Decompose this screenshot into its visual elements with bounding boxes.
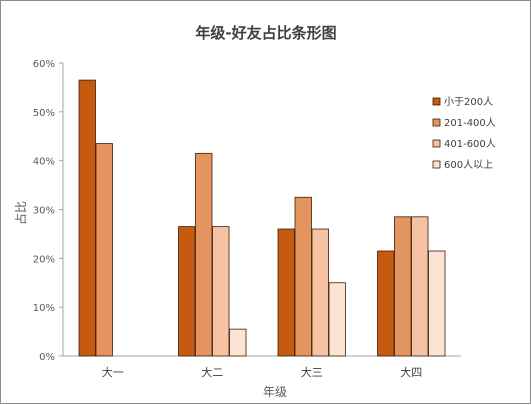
legend-swatch — [432, 118, 441, 127]
x-tick-label: 大四 — [400, 365, 422, 379]
bar — [377, 250, 395, 357]
bar — [277, 228, 295, 357]
legend-label: 201-400人 — [444, 117, 496, 129]
chart-title: 年级-好友占比条形图 — [195, 24, 336, 42]
bar — [178, 226, 196, 357]
bar — [311, 228, 329, 357]
legend: 小于200人 201-400人 401-600人 600人以上 — [432, 96, 496, 171]
y-tick-label: 30% — [33, 206, 55, 217]
bar — [294, 196, 312, 357]
axes: 0% 10% 20% 30% 40% 50% 60% 大一 大二 大三 大四 — [33, 59, 461, 379]
bar — [394, 216, 412, 357]
y-axis-title: 占比 — [13, 201, 28, 225]
x-tick-label: 大一 — [102, 365, 124, 379]
bar — [229, 328, 247, 357]
y-tick-label: 0% — [39, 352, 55, 363]
y-tick-label: 60% — [33, 59, 55, 70]
bar — [78, 79, 96, 357]
bar — [328, 282, 346, 357]
y-tick-label: 40% — [33, 157, 55, 168]
legend-swatch — [432, 97, 441, 106]
legend-label: 401-600人 — [444, 138, 496, 150]
y-tick-label: 50% — [33, 108, 55, 119]
legend-swatch — [432, 160, 441, 169]
x-axis-title: 年级 — [263, 385, 287, 399]
y-tick-label: 20% — [33, 254, 55, 265]
bar — [411, 216, 429, 357]
bar — [212, 226, 230, 357]
y-tick-label: 10% — [33, 303, 55, 314]
legend-label: 小于200人 — [444, 96, 493, 108]
bar — [195, 152, 213, 357]
x-tick-label: 大二 — [201, 365, 223, 379]
bar — [95, 143, 113, 357]
legend-swatch — [432, 139, 441, 148]
bars — [78, 79, 446, 357]
bar — [428, 250, 446, 357]
legend-label: 600人以上 — [444, 159, 493, 171]
x-tick-label: 大三 — [301, 365, 323, 379]
